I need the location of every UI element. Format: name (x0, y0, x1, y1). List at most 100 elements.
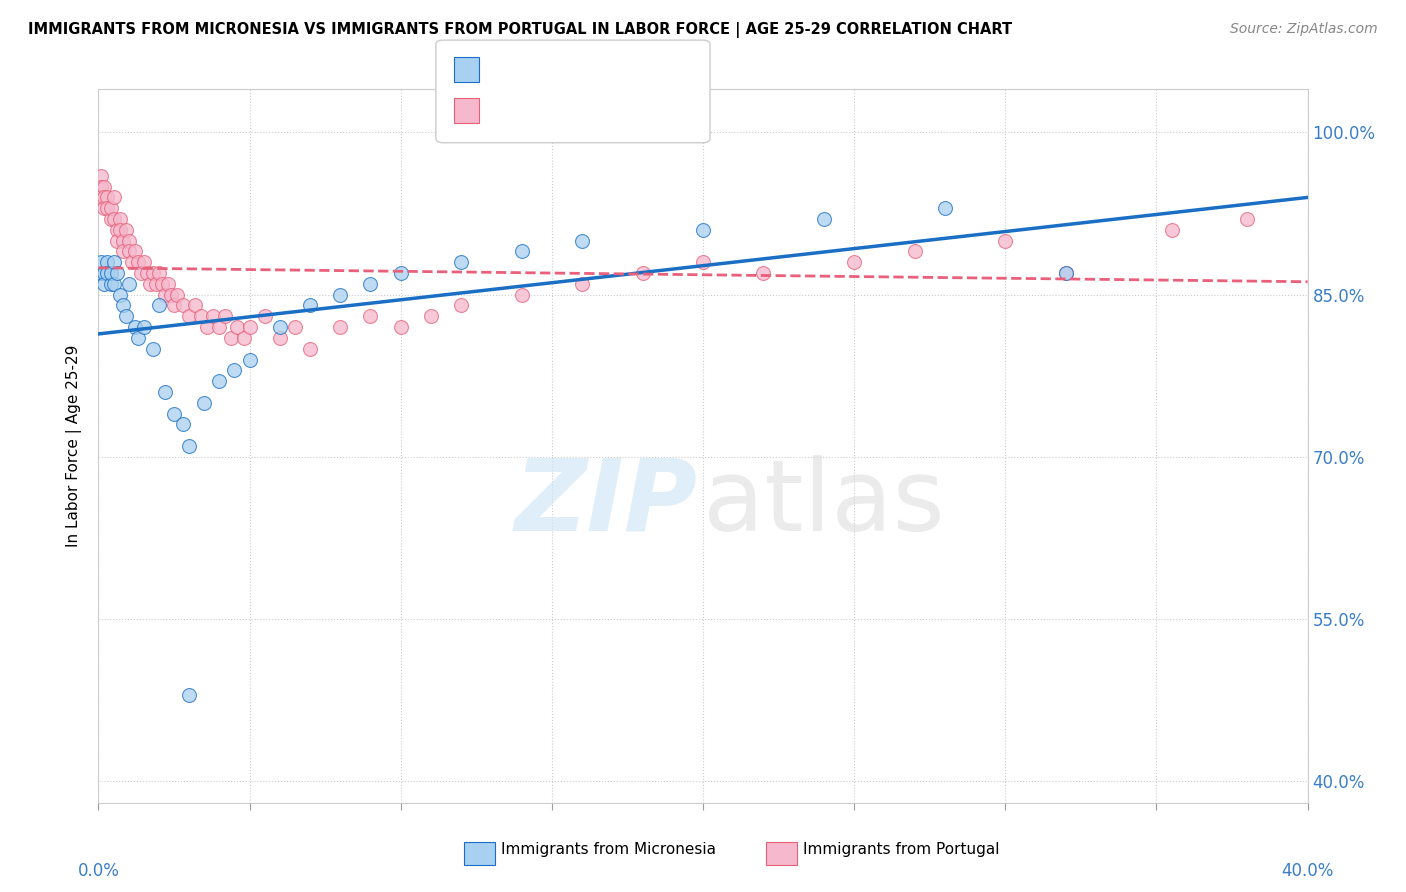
Point (150, 277, 173, 291)
Point (103, 211, 125, 226)
Text: 0.133: 0.133 (524, 62, 576, 79)
Point (299, 342, 322, 356)
Point (156, 277, 179, 291)
Point (329, 320, 352, 334)
Point (195, 320, 218, 334)
Point (934, 201, 956, 215)
Point (132, 255, 155, 269)
Point (114, 310, 136, 324)
Point (111, 234, 134, 248)
Point (93, 266, 115, 280)
Text: 0.104: 0.104 (524, 103, 576, 121)
Point (105, 266, 128, 280)
Point (108, 211, 131, 226)
Text: ZIP: ZIP (515, 455, 697, 551)
Point (129, 266, 152, 280)
Point (202, 310, 225, 324)
Point (1054, 266, 1077, 280)
Point (193, 396, 215, 410)
Point (114, 223, 136, 237)
Point (153, 287, 176, 301)
Text: R =: R = (488, 62, 524, 79)
Text: N =: N = (575, 103, 612, 121)
Point (329, 287, 352, 301)
Point (284, 320, 307, 334)
Point (105, 223, 128, 237)
Point (420, 310, 443, 324)
Point (904, 244, 927, 259)
Point (93, 277, 115, 291)
Point (299, 298, 322, 312)
Point (239, 320, 262, 334)
Text: 41: 41 (609, 62, 631, 79)
Point (142, 342, 165, 356)
Point (450, 298, 472, 312)
Point (139, 277, 162, 291)
Point (179, 439, 201, 453)
Point (1236, 211, 1258, 226)
Point (360, 277, 382, 291)
Point (153, 384, 176, 399)
Point (389, 266, 412, 280)
Point (214, 310, 236, 324)
Point (994, 234, 1017, 248)
Point (108, 223, 131, 237)
Point (103, 190, 125, 204)
Point (96, 266, 118, 280)
Point (124, 244, 146, 259)
Point (389, 320, 412, 334)
Point (90, 169, 112, 183)
Point (145, 277, 167, 291)
Point (571, 234, 593, 248)
Point (172, 417, 194, 432)
Point (239, 352, 262, 367)
Point (190, 310, 212, 324)
Point (269, 331, 291, 345)
Point (813, 211, 835, 226)
Text: R =: R = (488, 103, 524, 121)
Point (93, 179, 115, 194)
Point (148, 298, 170, 312)
Point (142, 266, 165, 280)
Point (224, 363, 246, 377)
Point (172, 298, 194, 312)
Text: 0.0%: 0.0% (77, 863, 120, 880)
Point (221, 331, 243, 345)
Point (90, 190, 112, 204)
Point (184, 298, 207, 312)
Point (90, 266, 112, 280)
Point (232, 331, 254, 345)
Point (631, 266, 654, 280)
Point (179, 310, 201, 324)
Point (166, 287, 188, 301)
Point (100, 211, 122, 226)
Point (1054, 266, 1077, 280)
Text: 40.0%: 40.0% (1281, 863, 1334, 880)
Point (269, 320, 291, 334)
Point (132, 320, 155, 334)
Point (118, 277, 141, 291)
Point (90, 255, 112, 269)
Text: Source: ZipAtlas.com: Source: ZipAtlas.com (1230, 22, 1378, 37)
Point (127, 331, 149, 345)
Point (118, 244, 141, 259)
Point (510, 244, 533, 259)
Point (148, 266, 170, 280)
Point (96, 255, 118, 269)
Point (510, 287, 533, 301)
Y-axis label: In Labor Force | Age 25-29: In Labor Force | Age 25-29 (66, 345, 83, 547)
Point (226, 320, 249, 334)
Point (90, 179, 112, 194)
Point (752, 266, 775, 280)
Text: atlas: atlas (703, 455, 945, 551)
Point (105, 234, 128, 248)
Point (93, 190, 115, 204)
Point (179, 688, 201, 702)
Point (100, 277, 122, 291)
Point (208, 320, 231, 334)
Point (111, 244, 134, 259)
Point (163, 298, 186, 312)
Text: 69: 69 (609, 103, 631, 121)
Point (160, 287, 183, 301)
Point (121, 255, 143, 269)
